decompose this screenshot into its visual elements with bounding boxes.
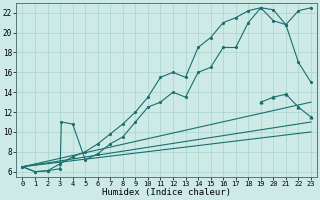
X-axis label: Humidex (Indice chaleur): Humidex (Indice chaleur) (102, 188, 231, 197)
